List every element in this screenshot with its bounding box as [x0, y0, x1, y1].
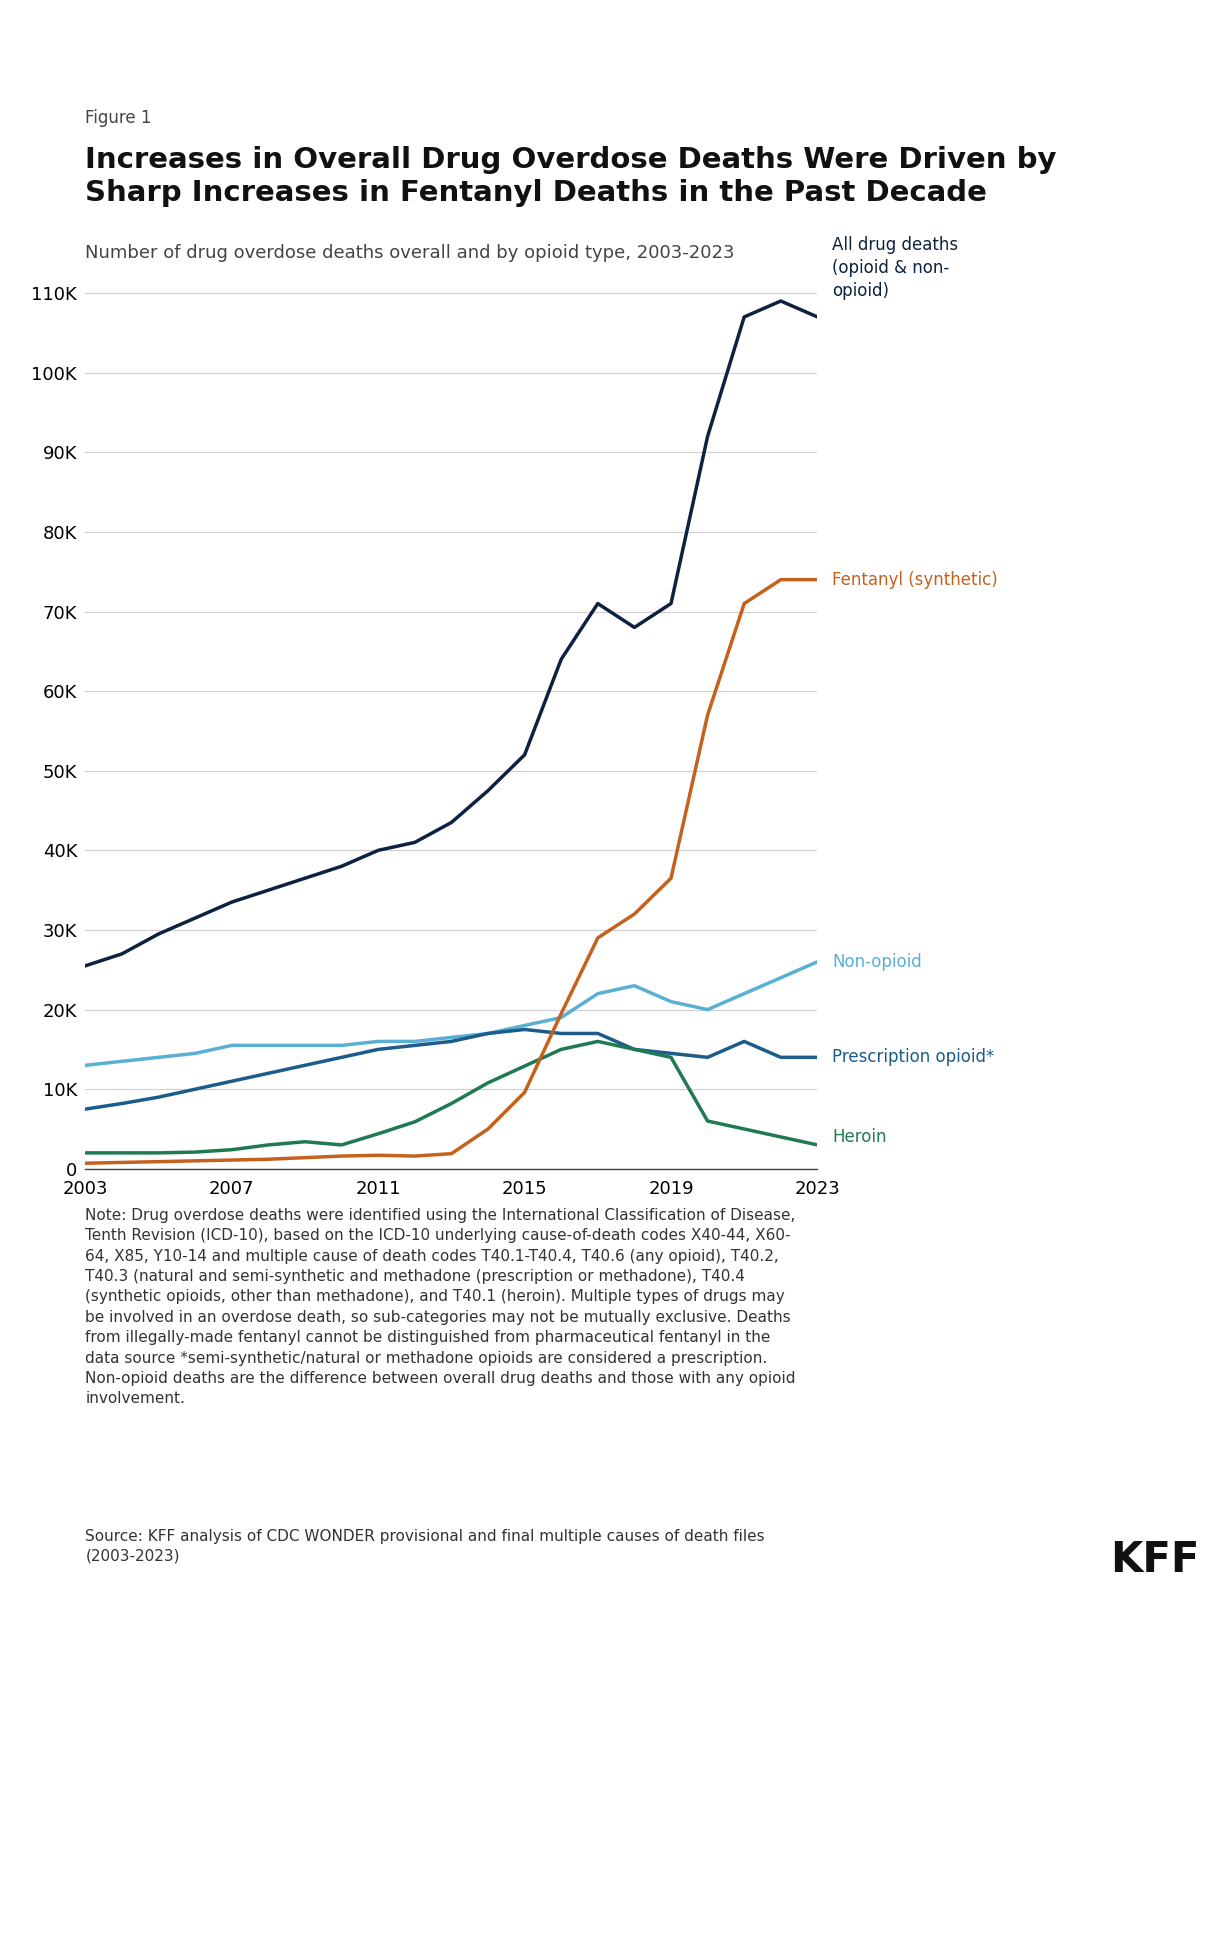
Text: Source: KFF analysis of CDC WONDER provisional and final multiple causes of deat: Source: KFF analysis of CDC WONDER provi… — [85, 1529, 765, 1564]
Text: All drug deaths
(opioid & non-
opioid): All drug deaths (opioid & non- opioid) — [832, 236, 958, 300]
Text: Heroin: Heroin — [832, 1128, 887, 1145]
Text: Fentanyl (synthetic): Fentanyl (synthetic) — [832, 571, 998, 588]
Text: Number of drug overdose deaths overall and by opioid type, 2003-2023: Number of drug overdose deaths overall a… — [85, 244, 734, 261]
Text: Increases in Overall Drug Overdose Deaths Were Driven by
Sharp Increases in Fent: Increases in Overall Drug Overdose Death… — [85, 146, 1057, 206]
Text: Note: Drug overdose deaths were identified using the International Classificatio: Note: Drug overdose deaths were identifi… — [85, 1208, 795, 1406]
Text: KFF: KFF — [1110, 1539, 1199, 1582]
Text: Non-opioid: Non-opioid — [832, 953, 922, 970]
Text: Figure 1: Figure 1 — [85, 109, 152, 127]
Text: Prescription opioid*: Prescription opioid* — [832, 1048, 994, 1066]
